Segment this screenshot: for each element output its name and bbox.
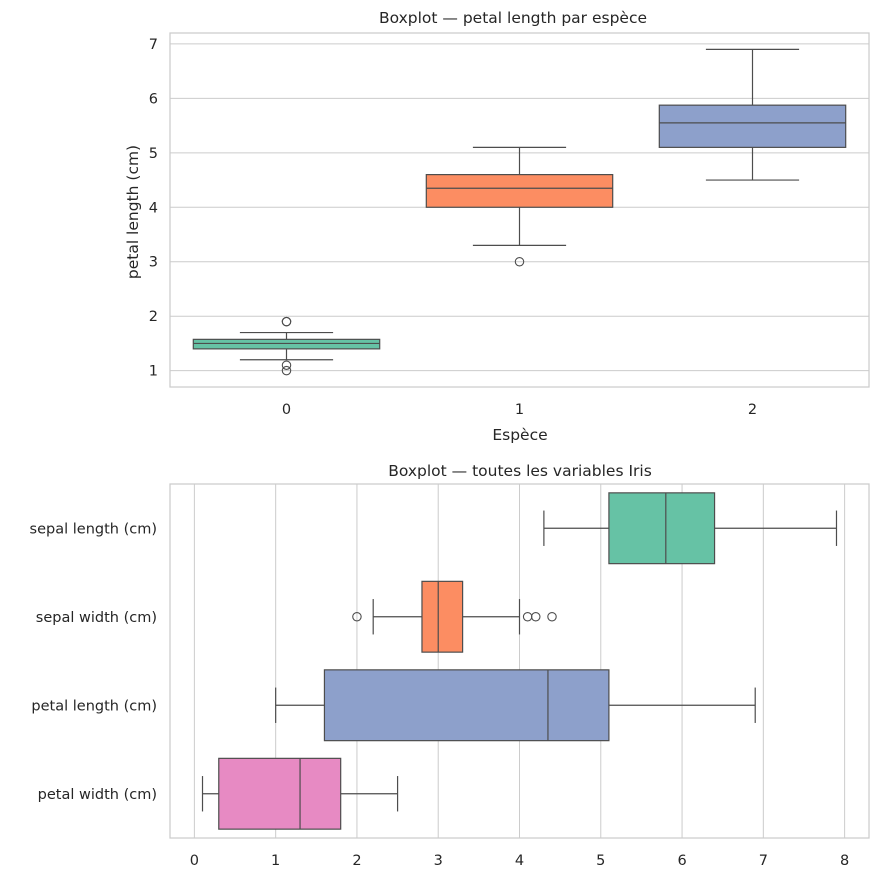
chart1-outlier-point [514, 256, 525, 267]
chart1-title: Boxplot — petal length par espèce [379, 9, 647, 27]
chart2-x-tick-label: 3 [434, 853, 443, 869]
chart1-y-tick-label: 1 [149, 364, 158, 380]
chart2-box-1 [421, 580, 464, 653]
chart1-y-tick-label: 3 [149, 255, 158, 271]
chart2-box-3 [218, 757, 342, 830]
chart2-plot-frame [169, 483, 870, 839]
chart1-y-tick-label: 2 [149, 309, 158, 325]
chart2-y-tick-label: sepal length (cm) [30, 521, 157, 537]
chart1-y-tick-label: 5 [149, 146, 158, 162]
chart1-y-tick-label: 4 [149, 200, 158, 216]
chart2-y-tick-label: sepal width (cm) [36, 610, 157, 626]
chart1-outlier-point [281, 365, 292, 376]
chart2-x-tick-label: 8 [840, 853, 849, 869]
chart1-x-tick-label: 2 [748, 402, 757, 418]
chart2-title: Boxplot — toutes les variables Iris [388, 462, 652, 480]
chart2-x-tick-label: 0 [190, 853, 199, 869]
chart1-plot-frame [169, 32, 870, 388]
chart1-y-tick-label: 6 [149, 91, 158, 107]
chart2-y-tick-label: petal length (cm) [31, 698, 157, 714]
chart1-box-2 [658, 104, 847, 148]
chart2-outlier-point [547, 611, 557, 622]
chart1-y-axis-label: petal length (cm) [124, 145, 142, 279]
chart2-x-tick-label: 1 [271, 853, 280, 869]
chart1-x-tick-label: 0 [282, 402, 291, 418]
chart2-boxes [201, 492, 838, 830]
chart2-outlier-point [531, 611, 541, 622]
chart-petal-length-by-species: Boxplot — petal length par espèce 1 2 3 4 5 6… [124, 9, 870, 444]
chart-all-iris-variables: Boxplot — toutes les variables Iris 0 1 2 3… [30, 462, 870, 869]
chart1-x-tick-label: 1 [515, 402, 524, 418]
chart1-y-tick-label: 7 [149, 37, 158, 53]
chart1-outlier-point [281, 316, 292, 327]
chart2-x-tick-label: 5 [596, 853, 605, 869]
chart1-box-1 [425, 174, 614, 208]
chart2-x-tick-label: 7 [759, 853, 768, 869]
chart1-outlier-point [281, 360, 292, 370]
chart2-ticks: 0 1 2 3 4 5 6 7 8 sepal length (cm) sepal width (c… [30, 521, 850, 869]
chart1-ticks: 1 2 3 4 5 6 7 0 1 2 [149, 37, 757, 418]
chart1-box-0 [192, 338, 381, 350]
chart2-x-tick-label: 6 [677, 853, 686, 869]
chart2-box-2 [323, 669, 610, 742]
chart2-y-tick-label: petal width (cm) [38, 787, 157, 803]
chart2-outlier-point [522, 611, 533, 622]
chart1-x-axis-label: Espèce [492, 426, 547, 444]
chart2-box-0 [608, 492, 716, 565]
chart2-x-tick-label: 4 [515, 853, 524, 869]
chart2-x-tick-label: 2 [352, 853, 361, 869]
chart2-outlier-point [352, 611, 362, 622]
chart1-boxes [192, 48, 847, 376]
